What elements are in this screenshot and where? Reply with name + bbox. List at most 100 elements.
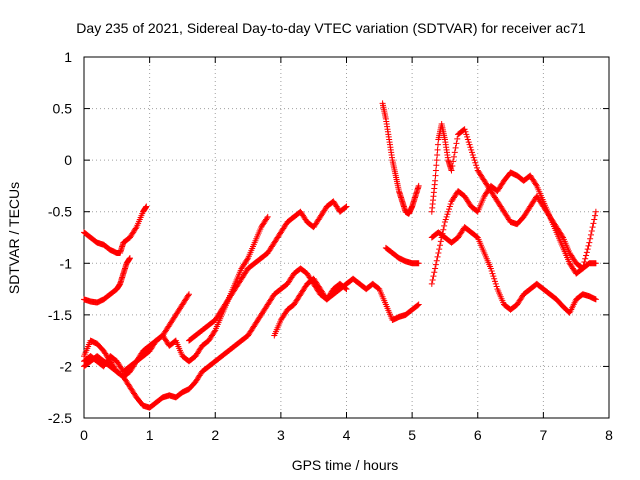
- data-point: [532, 181, 539, 188]
- data-point: [451, 149, 458, 156]
- data-point: [446, 206, 453, 213]
- data-point: [430, 273, 437, 280]
- x-tick-label: 8: [605, 427, 613, 443]
- data-point: [448, 167, 455, 174]
- data-point: [432, 265, 439, 272]
- series-trace-8: [379, 100, 422, 217]
- data-point: [434, 253, 441, 260]
- data-point: [132, 225, 139, 232]
- data-point: [450, 158, 457, 165]
- data-point: [437, 238, 444, 245]
- data-point: [585, 242, 592, 249]
- y-tick-label: -2: [60, 358, 73, 374]
- data-point: [586, 239, 593, 246]
- data-point: [434, 141, 441, 148]
- series-trace-11: [428, 169, 599, 287]
- data-point: [343, 203, 350, 210]
- data-point: [343, 286, 350, 293]
- data-point: [559, 233, 566, 240]
- data-point: [491, 278, 498, 285]
- series-trace-7: [271, 275, 422, 339]
- data-point: [415, 301, 422, 308]
- data-point: [432, 167, 439, 174]
- x-tick-label: 7: [539, 427, 547, 443]
- y-tick-label: -1.5: [48, 307, 72, 323]
- data-point: [465, 139, 472, 146]
- data-point: [453, 140, 460, 147]
- data-point: [587, 235, 594, 242]
- data-point: [487, 265, 494, 272]
- data-point: [467, 144, 474, 151]
- data-point: [589, 224, 596, 231]
- data-point: [437, 242, 444, 249]
- data-point: [263, 215, 270, 222]
- data-point: [489, 270, 496, 277]
- data-point: [433, 162, 440, 169]
- data-point: [592, 212, 599, 219]
- data-point: [143, 203, 150, 210]
- data-point: [471, 157, 478, 164]
- data-point: [428, 280, 435, 287]
- data-point: [264, 213, 271, 220]
- data-point: [466, 141, 473, 148]
- series-trace-3: [81, 291, 192, 380]
- data-point: [432, 172, 439, 179]
- data-point: [436, 246, 443, 253]
- data-point: [473, 162, 480, 169]
- data-point: [472, 159, 479, 166]
- chart-title: Day 235 of 2021, Sidereal Day-to-day VTE…: [76, 20, 586, 36]
- data-point: [434, 146, 441, 153]
- data-point: [592, 260, 599, 267]
- data-point: [126, 255, 133, 262]
- data-point: [431, 269, 438, 276]
- data-point: [433, 257, 440, 264]
- data-point: [441, 222, 448, 229]
- data-point: [454, 135, 461, 142]
- ticks: 0 1 2 3 4 5 6 7 8 -2.5 -2 -1.5 -1 -0.5 0 0.5 1: [48, 49, 613, 443]
- x-tick-label: 1: [146, 427, 154, 443]
- data-point: [469, 151, 476, 158]
- data-point: [469, 149, 476, 156]
- series-trace-1: [81, 203, 150, 256]
- x-tick-label: 3: [277, 427, 285, 443]
- data-point: [590, 220, 597, 227]
- data-point: [490, 273, 497, 280]
- data-point: [579, 265, 586, 272]
- data-point: [470, 154, 477, 161]
- data-point: [588, 228, 595, 235]
- data-point: [244, 256, 251, 263]
- data-point: [415, 260, 422, 267]
- series-trace-2: [81, 255, 133, 306]
- y-tick-label: -2.5: [48, 410, 72, 426]
- data-point: [429, 277, 436, 284]
- data-point: [592, 208, 599, 215]
- x-tick-label: 0: [80, 427, 88, 443]
- data-point: [415, 182, 422, 189]
- data-point: [447, 200, 454, 207]
- data-point: [446, 203, 453, 210]
- data-points: [81, 100, 599, 411]
- x-axis-label: GPS time / hours: [292, 457, 399, 473]
- data-point: [581, 258, 588, 265]
- data-point: [488, 268, 495, 275]
- data-point: [414, 302, 421, 309]
- data-point: [440, 226, 447, 233]
- data-point: [452, 144, 459, 151]
- data-point: [463, 131, 470, 138]
- data-point: [442, 216, 449, 223]
- data-point: [493, 283, 500, 290]
- y-tick-label: 0.5: [53, 101, 73, 117]
- data-point: [185, 292, 192, 299]
- data-point: [580, 262, 587, 269]
- data-point: [435, 249, 442, 256]
- data-point: [432, 261, 439, 268]
- x-tick-label: 4: [343, 427, 351, 443]
- x-tick-label: 6: [474, 427, 482, 443]
- data-point: [450, 153, 457, 160]
- data-point: [591, 216, 598, 223]
- data-point: [445, 208, 452, 215]
- y-tick-label: -1: [60, 255, 73, 271]
- y-tick-label: 0: [64, 152, 72, 168]
- series-trace-5: [81, 265, 350, 411]
